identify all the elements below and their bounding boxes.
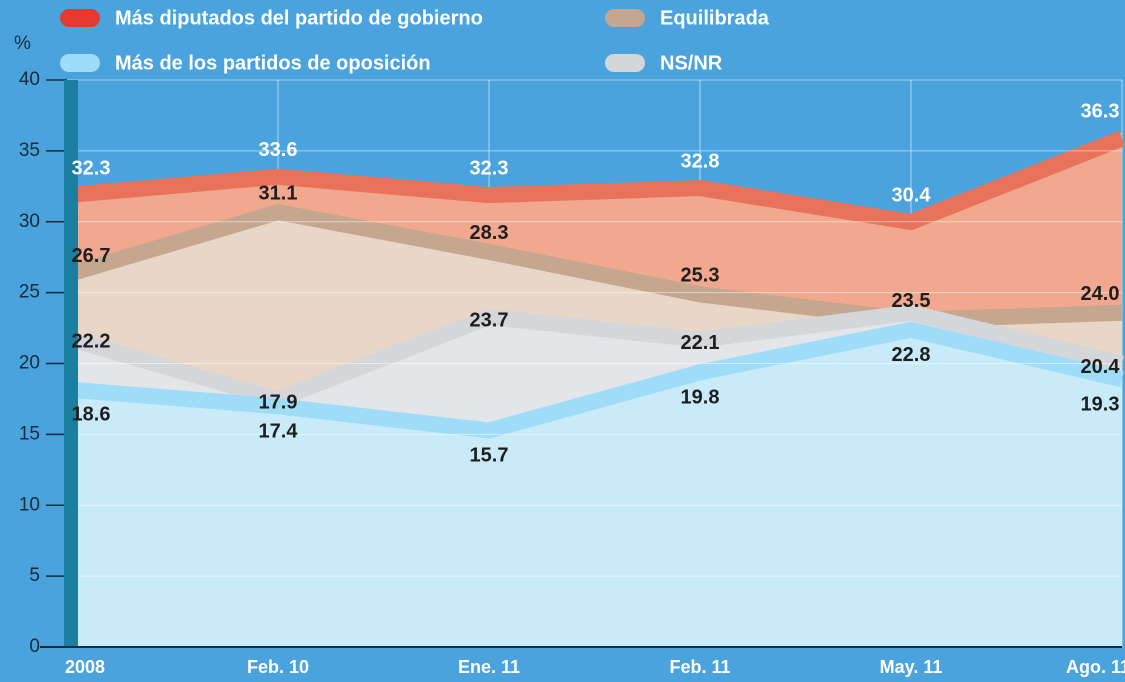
y-tick-label: 10: [19, 494, 40, 515]
value-label: 23.7: [470, 309, 509, 331]
value-label: 15.7: [470, 445, 509, 467]
legend-label: Equilibrada: [660, 7, 770, 29]
value-label: 30.4: [892, 184, 932, 206]
x-tick-label: 2008: [65, 657, 105, 677]
value-label: 22.8: [892, 344, 931, 366]
value-label: 22.1: [681, 332, 720, 354]
y-tick-label: 20: [19, 353, 40, 374]
ribbon: [64, 304, 1124, 408]
value-label: 26.7: [72, 245, 111, 267]
value-label: 28.3: [470, 222, 509, 244]
y-tick-label: 25: [19, 282, 40, 303]
value-label: 32.8: [681, 150, 720, 172]
y-tick-label: 15: [19, 423, 40, 444]
value-label: 24.0: [1081, 283, 1120, 305]
legend-swatch: [60, 9, 100, 27]
x-tick-label: Feb. 11: [669, 657, 730, 677]
x-tick-label: May. 11: [880, 657, 943, 677]
legend-label: Más diputados del partido de gobierno: [115, 7, 483, 29]
y-tick-label: 30: [19, 211, 40, 232]
y-tick-label: 0: [29, 636, 40, 657]
area: [67, 323, 1122, 647]
value-label: 31.1: [259, 182, 298, 204]
ribbon: [66, 321, 1124, 439]
value-label: 17.4: [259, 421, 299, 443]
value-label: 18.6: [72, 404, 111, 426]
x-tick-label: Ene. 11: [458, 657, 520, 677]
value-label: 19.3: [1081, 394, 1120, 416]
x-tick-label: Feb. 10: [247, 657, 309, 677]
y-tick-label: 40: [19, 69, 40, 90]
legend-label: Más de los partidos de oposición: [115, 52, 431, 74]
legend-swatch: [605, 54, 645, 72]
value-label: 32.3: [470, 157, 509, 179]
value-label: 33.6: [259, 139, 298, 161]
y-axis: [64, 80, 78, 647]
value-label: 23.5: [892, 290, 931, 312]
value-label: 19.8: [681, 387, 720, 409]
x-tick-label: Ago. 11: [1066, 657, 1125, 677]
legend-swatch: [605, 9, 645, 27]
value-label: 17.9: [259, 392, 298, 414]
value-label: 25.3: [681, 265, 720, 287]
value-label: 20.4: [1081, 356, 1121, 378]
y-axis-label: %: [14, 33, 31, 54]
ribbon: [66, 131, 1125, 231]
y-tick-label: 35: [19, 140, 40, 161]
value-label: 32.3: [72, 157, 111, 179]
legend-swatch: [60, 54, 100, 72]
value-label: 36.3: [1081, 101, 1120, 123]
legend-label: NS/NR: [660, 52, 723, 74]
value-label: 22.2: [72, 331, 111, 353]
y-tick-label: 5: [29, 565, 40, 586]
